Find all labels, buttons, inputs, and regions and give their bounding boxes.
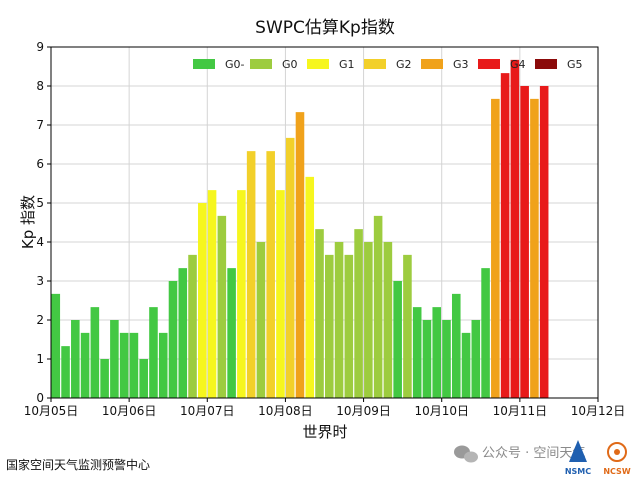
bar (256, 242, 266, 398)
bar (276, 190, 285, 398)
wechat-icon (454, 445, 478, 463)
y-tick-label: 0 (36, 391, 44, 405)
bar (354, 229, 363, 398)
bar (168, 281, 178, 398)
bar (334, 242, 344, 398)
bar (188, 254, 197, 398)
x-axis-title: 世界时 (302, 423, 347, 441)
watermark: 公众号 · 空间天气 (482, 445, 585, 461)
x-tick-label: 10月08日 (258, 404, 313, 418)
legend-label: G0- (225, 58, 245, 71)
y-axis-title: Kp 指数 (19, 195, 37, 249)
ncsw-logo-text: NCSW (603, 467, 630, 476)
ncsw-logo: NCSW (603, 442, 631, 476)
bar (451, 293, 461, 398)
legend-label: G4 (510, 58, 526, 71)
bar (344, 254, 354, 398)
y-tick-label: 5 (36, 196, 44, 210)
bar (178, 268, 188, 398)
nsmc-logo: NSMC (565, 440, 591, 476)
bar (530, 98, 539, 399)
bar (461, 332, 471, 398)
footer-org: 国家空间天气监测预警中心 (6, 457, 150, 472)
bar (510, 59, 520, 399)
bar (305, 176, 315, 398)
legend-swatch (307, 59, 329, 69)
bar (129, 332, 139, 398)
bar (432, 307, 442, 398)
bar (481, 268, 490, 398)
bar (539, 86, 549, 398)
bar (246, 151, 256, 398)
bar (266, 151, 275, 398)
bar (90, 307, 100, 398)
x-tick-label: 10月10日 (414, 404, 469, 418)
bar (100, 359, 109, 398)
x-tick-label: 10月06日 (102, 404, 157, 418)
bar (149, 307, 158, 398)
bar (237, 190, 246, 398)
legend: G0- G0 G1 G2 G3 G4 G5 (193, 58, 583, 71)
bar (491, 98, 500, 399)
y-tick-label: 9 (36, 40, 44, 54)
bar (207, 190, 217, 398)
bar (393, 281, 402, 398)
bar (383, 242, 393, 398)
bar (217, 215, 227, 398)
bar (442, 320, 451, 398)
legend-label: G2 (396, 58, 412, 71)
chart-title: SWPC估算Kp指数 (255, 18, 395, 38)
plot-frame (50, 46, 599, 399)
bar (364, 242, 373, 398)
legend-swatch (364, 59, 386, 69)
bar (315, 229, 324, 398)
bar (61, 346, 70, 398)
y-tick-label: 4 (36, 235, 44, 249)
nsmc-logo-text: NSMC (565, 467, 591, 476)
bar (119, 332, 129, 398)
y-tick-label: 6 (36, 157, 44, 171)
bar (471, 320, 481, 398)
x-tick-label: 10月12日 (571, 404, 626, 418)
x-tick-label: 10月09日 (336, 404, 391, 418)
bar (422, 320, 432, 398)
y-tick-label: 1 (36, 352, 44, 366)
bar (71, 320, 80, 398)
y-ticks: 0 1 2 3 4 5 6 7 8 9 (36, 40, 51, 405)
bar (110, 320, 119, 398)
bar (198, 203, 207, 398)
bar (412, 307, 422, 398)
bar (500, 73, 510, 398)
x-tick-label: 10月07日 (180, 404, 235, 418)
bar (51, 293, 61, 398)
bar (373, 215, 383, 398)
legend-label: G5 (567, 58, 583, 71)
legend-swatch (421, 59, 443, 69)
bar (520, 86, 529, 398)
legend-swatch (478, 59, 500, 69)
legend-label: G3 (453, 58, 469, 71)
x-ticks: 10月05日 10月06日 10月07日 10月08日 10月09日 10月10日 10月1… (24, 398, 626, 418)
y-tick-label: 3 (36, 274, 44, 288)
legend-swatch (250, 59, 272, 69)
bar (139, 359, 148, 398)
x-tick-label: 10月11日 (493, 404, 548, 418)
bar (227, 268, 236, 398)
bar (295, 112, 305, 398)
legend-label: G0 (282, 58, 298, 71)
y-tick-label: 8 (36, 79, 44, 93)
bar (80, 332, 90, 398)
legend-swatch (535, 59, 557, 69)
legend-swatch (193, 59, 215, 69)
bar (403, 254, 412, 398)
legend-label: G1 (339, 58, 355, 71)
y-tick-label: 7 (36, 118, 44, 132)
x-tick-label: 10月05日 (24, 404, 79, 418)
bar (158, 332, 168, 398)
y-tick-label: 2 (36, 313, 44, 327)
bars (51, 59, 549, 399)
bar (325, 254, 334, 398)
bar (285, 137, 295, 398)
